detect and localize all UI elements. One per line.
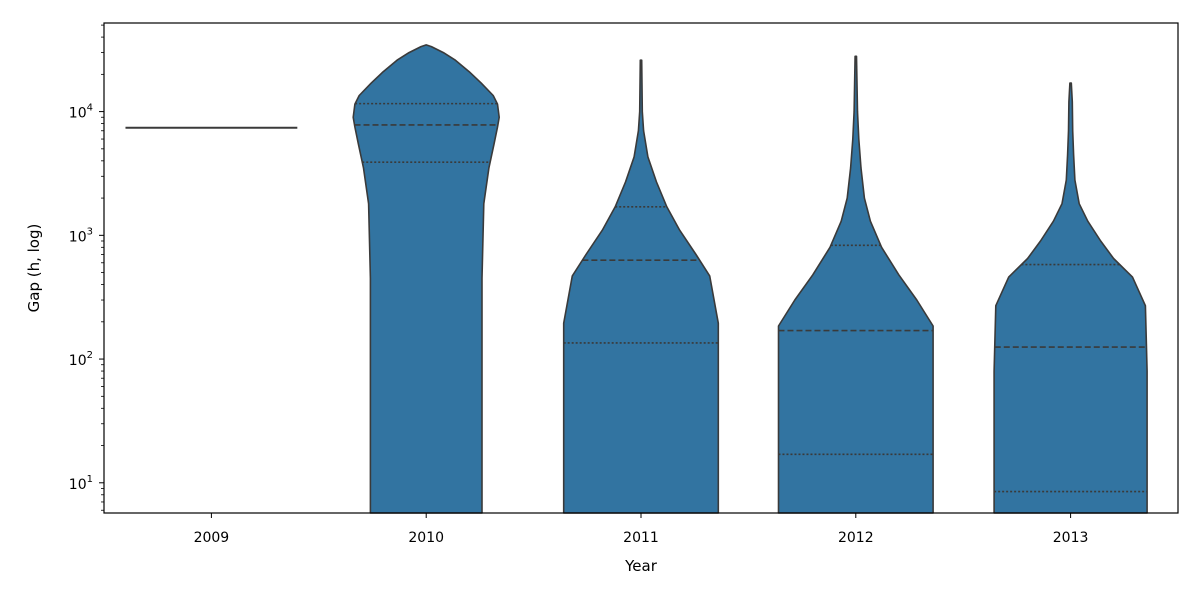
x-tick-label: 2011 [623, 530, 659, 546]
x-tick-label: 2010 [408, 530, 444, 546]
violin-2010 [352, 44, 500, 514]
violin-layer [125, 44, 1148, 514]
y-axis-title: Gap (h, log) [25, 224, 43, 313]
x-tick-label: 2009 [194, 530, 230, 546]
x-tick-label: 2012 [838, 530, 874, 546]
x-axis-ticks: 2009 2010 2011 2012 2013 [194, 513, 1089, 546]
plot-frame [103, 22, 1179, 514]
x-axis-title: Year [624, 557, 658, 575]
violin-2012 [777, 55, 934, 514]
violin-2011 [562, 59, 720, 514]
x-tick-label: 2013 [1053, 530, 1089, 546]
violin-2013 [993, 82, 1148, 514]
